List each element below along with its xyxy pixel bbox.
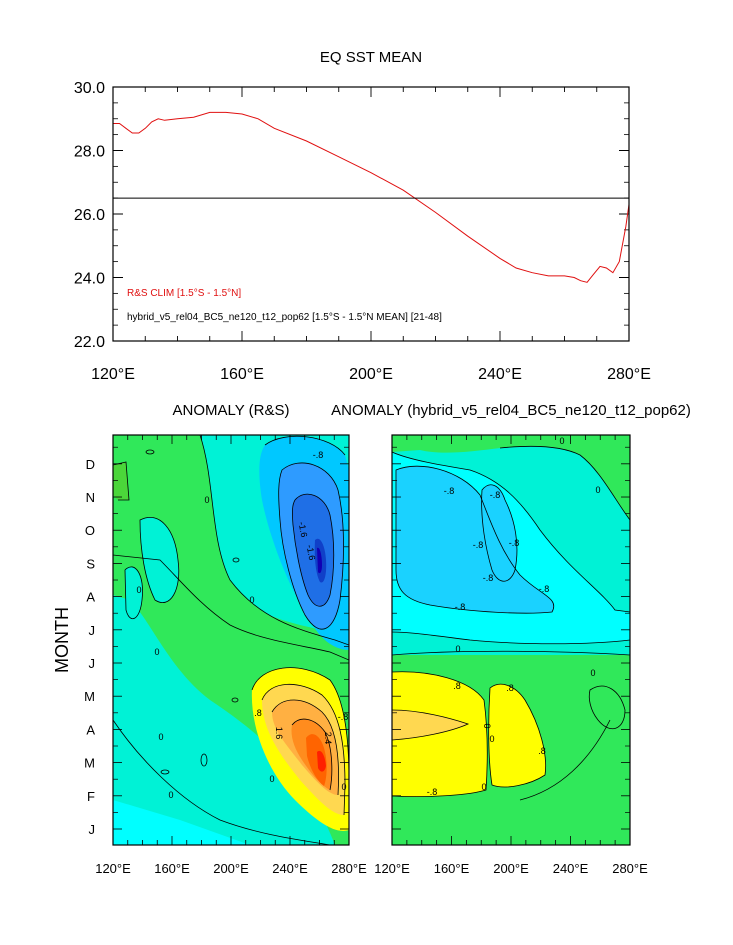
line-chart-axes: 22.0 24.0 26.0 28.0 30.0 120°E 160°E 200°E 240°E… xyxy=(74,80,651,383)
contour-label: -.8 xyxy=(509,538,520,548)
contour-label: 0 xyxy=(455,644,460,654)
contour-label: 0 xyxy=(489,734,494,744)
anomaly-model-panel: ANOMALY (hybrid_v5_rel04_BC5_ne120_t12_p… xyxy=(331,402,691,876)
contour-label: 0 xyxy=(249,595,254,605)
x-tick-label: 120°E xyxy=(374,861,410,876)
line-chart-frame xyxy=(112,86,630,342)
x-tick-label: 120°E xyxy=(95,861,131,876)
x-tick-label: 240°E xyxy=(478,366,522,383)
contour-label: 0 xyxy=(204,495,209,505)
contour-label: -.8 xyxy=(483,573,494,583)
month-tick-label: N xyxy=(86,490,95,505)
x-tick-label: 160°E xyxy=(154,861,190,876)
month-tick-label: F xyxy=(87,789,95,804)
x-tick-label: 240°E xyxy=(272,861,308,876)
contour-label: -.8 xyxy=(539,584,550,594)
anomaly-model-contours xyxy=(392,435,630,845)
contour-label: 1.6 xyxy=(274,727,284,740)
anomaly-model-title: ANOMALY (hybrid_v5_rel04_BC5_ne120_t12_p… xyxy=(331,402,691,419)
y-tick-label: 30.0 xyxy=(74,80,105,97)
contour-label: 0 xyxy=(595,485,600,495)
x-tick-label: 160°E xyxy=(220,366,264,383)
x-tick-label: 280°E xyxy=(612,861,648,876)
x-tick-label: 200°E xyxy=(493,861,529,876)
contour-label: 0 xyxy=(482,723,492,728)
legend-rs-clim: R&S CLIM [1.5°S - 1.5°N] xyxy=(127,288,241,299)
month-tick-label: A xyxy=(86,590,95,605)
contour-label: -.8 xyxy=(473,540,484,550)
month-tick-label: S xyxy=(86,556,95,571)
month-tick-label: O xyxy=(85,523,95,538)
anomaly-rs-title: ANOMALY (R&S) xyxy=(173,402,290,419)
y-tick-label: 26.0 xyxy=(74,207,105,224)
contour-label: -1.6 xyxy=(305,544,318,561)
x-tick-label: 240°E xyxy=(553,861,589,876)
month-tick-label: M xyxy=(84,756,95,771)
contour-label: -1.6 xyxy=(297,521,310,538)
anomaly-rs-panel: ANOMALY (R&S) xyxy=(52,402,367,876)
anomaly-model-axes: 120°E 160°E 200°E 240°E 280°E xyxy=(374,435,648,876)
month-tick-label: A xyxy=(86,722,95,737)
contour-label: 0 xyxy=(158,732,163,742)
x-tick-label: 280°E xyxy=(607,366,651,383)
contour-label: 0 xyxy=(481,782,486,792)
month-tick-label: J xyxy=(89,656,96,671)
x-tick-label: 160°E xyxy=(434,861,470,876)
y-tick-label: 28.0 xyxy=(74,144,105,161)
month-tick-label: J xyxy=(89,623,96,638)
x-tick-label: 200°E xyxy=(349,366,393,383)
month-axis-label: MONTH xyxy=(52,607,72,673)
anomaly-model-frame xyxy=(391,434,631,846)
month-tick-label: D xyxy=(86,457,95,472)
contour-label: .8 xyxy=(254,708,262,718)
anomaly-rs-axes: 120°E 160°E 200°E 240°E 280°E J F M A M J J A S O N D xyxy=(84,435,367,876)
contour-label: 2.4 xyxy=(323,732,333,745)
legend-model-mean: hybrid_v5_rel04_BC5_ne120_t12_pop62 [1.5… xyxy=(127,312,442,323)
contour-label: .8 xyxy=(453,681,461,691)
contour-label: 0 xyxy=(136,585,141,595)
month-tick-label: M xyxy=(84,689,95,704)
series-rs-clim-line xyxy=(113,111,630,283)
y-tick-label: 22.0 xyxy=(74,334,105,351)
contour-label: -.8 xyxy=(455,602,466,612)
x-tick-label: 200°E xyxy=(213,861,249,876)
contour-label: 0 xyxy=(559,436,564,446)
x-tick-label: 120°E xyxy=(91,366,135,383)
contour-label: -.8 xyxy=(490,490,501,500)
contour-label: 0 xyxy=(154,647,159,657)
contour-label: .8 xyxy=(538,746,546,756)
x-tick-label: 280°E xyxy=(331,861,367,876)
contour-label: .8 xyxy=(506,683,514,693)
anomaly-rs-contours xyxy=(113,435,349,845)
contour-label: 0 xyxy=(341,782,346,792)
contour-label: -.8 xyxy=(338,712,349,722)
contour-label: -.8 xyxy=(313,450,324,460)
contour-label: 0 xyxy=(168,790,173,800)
anomaly-rs-contour-labels: -.8 -1.6 -1.6 0 0 0 0 0 0 0 .8 1.6 2.4 0 -.8 xyxy=(136,450,348,800)
contour-label: 0 xyxy=(590,668,595,678)
contour-label: -.8 xyxy=(444,486,455,496)
contour-label: 0 xyxy=(269,774,274,784)
anomaly-model-contour-labels: 0 0 -.8 -.8 -.8 -.8 -.8 -.8 -.8 0 0 .8 .8 0 0 0 .8 -.8 xyxy=(427,436,601,797)
line-chart: EQ SST MEAN 22.0 24.0 26.0 28.0 30.0 120°E 160… xyxy=(74,49,651,383)
contour-label: -.8 xyxy=(427,787,438,797)
anomaly-rs-frame xyxy=(112,434,350,846)
month-tick-label: J xyxy=(89,822,96,837)
y-tick-label: 24.0 xyxy=(74,271,105,288)
line-chart-title: EQ SST MEAN xyxy=(320,49,422,66)
